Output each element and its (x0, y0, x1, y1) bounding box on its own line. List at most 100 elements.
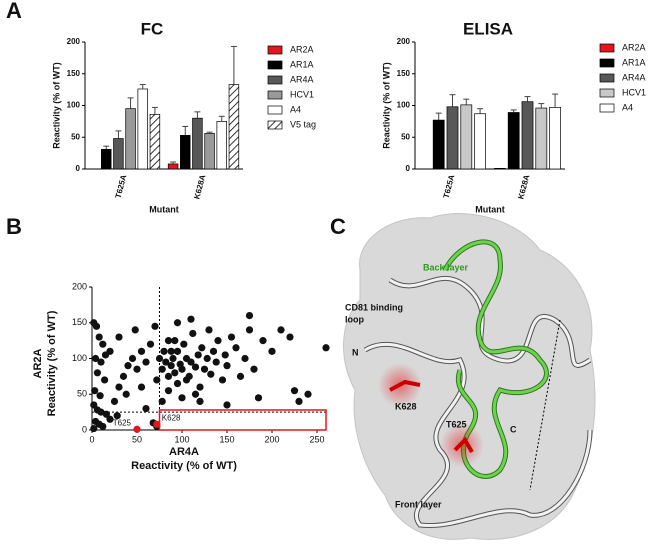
legend-swatch (267, 75, 283, 85)
point (106, 415, 114, 423)
x-tick-label: 250 (309, 434, 324, 444)
point (160, 347, 168, 355)
point (182, 376, 191, 384)
point (99, 422, 107, 431)
x-tick-label: K628A (192, 174, 207, 201)
structure-label: N (352, 347, 359, 357)
point (205, 326, 213, 334)
bar (432, 119, 445, 170)
point (207, 370, 215, 378)
bar (180, 134, 191, 170)
highlight-point (133, 425, 141, 433)
point (277, 326, 285, 334)
point (209, 347, 218, 355)
structure-illustration (343, 213, 596, 540)
point (223, 401, 231, 409)
bar (494, 168, 506, 170)
point (173, 347, 182, 355)
point (124, 362, 132, 370)
legend-label: AR4A (622, 72, 646, 82)
point (90, 424, 98, 433)
chart-title: FC (141, 19, 164, 38)
point (169, 354, 177, 363)
point (119, 372, 128, 380)
bar (216, 121, 227, 170)
point (155, 354, 164, 363)
point (178, 365, 186, 373)
point (151, 322, 159, 330)
legend-swatch (267, 105, 283, 115)
point (173, 379, 182, 388)
legend-swatch (599, 58, 615, 68)
structure-label: Back layer (423, 262, 469, 272)
point (254, 394, 263, 402)
point (180, 340, 188, 348)
x-tick-label: 200 (264, 434, 279, 444)
dotted-connector (529, 319, 561, 491)
point (196, 397, 204, 405)
point (137, 347, 146, 355)
bar (228, 84, 240, 170)
point (191, 390, 200, 398)
point (196, 383, 204, 391)
point (99, 340, 107, 348)
bar (192, 117, 203, 170)
legend-swatch (267, 120, 283, 130)
point (96, 392, 104, 400)
point (167, 347, 175, 355)
point (295, 397, 303, 405)
y-axis-label: Reactivity (% of WT) (51, 62, 61, 149)
point (198, 344, 206, 352)
point (131, 326, 139, 334)
point (91, 387, 99, 395)
legend-swatch (267, 90, 283, 100)
legend-label: V5 tag (290, 119, 316, 129)
point (214, 337, 222, 345)
point (146, 340, 155, 348)
point (178, 394, 186, 402)
point (304, 390, 312, 398)
bar (101, 148, 112, 170)
x-tick-label: 150 (219, 434, 234, 444)
point (245, 312, 254, 320)
bar (474, 113, 486, 170)
backbone (389, 277, 591, 367)
point (128, 354, 137, 363)
bar (507, 112, 520, 170)
y-tick-label: 0 (76, 164, 81, 173)
point (153, 376, 161, 384)
y-axis-label: AR2A (32, 348, 44, 378)
y-tick-label: 50 (71, 132, 80, 141)
structure-label: loop (345, 314, 364, 324)
point (162, 358, 170, 366)
x-axis-label: Mutant (475, 204, 505, 214)
point (122, 390, 130, 398)
point (97, 408, 105, 416)
point (200, 365, 209, 373)
point (90, 401, 98, 409)
point (218, 376, 227, 384)
bar (521, 101, 534, 170)
y-axis-label: Reactivity (% of WT) (381, 62, 391, 149)
legend-label: AR2A (290, 44, 314, 54)
y-tick-label: 200 (67, 37, 81, 46)
legend-label: HCV1 (622, 87, 646, 97)
legend-label: A4 (622, 102, 633, 112)
bar (113, 138, 124, 170)
point (113, 412, 121, 420)
point (194, 351, 202, 359)
backbone (364, 342, 592, 528)
y-tick-label: 0 (82, 424, 87, 434)
point (142, 404, 150, 413)
panel-label: B (6, 214, 22, 239)
bar (137, 88, 148, 170)
y-tick-label: 0 (406, 164, 411, 173)
legend-swatch (267, 60, 283, 70)
legend-swatch (599, 43, 615, 53)
point (187, 315, 195, 323)
y-tick-label: 100 (397, 101, 411, 110)
point (158, 397, 166, 405)
panel-label: A (6, 0, 22, 23)
highlight-label: K628 (162, 413, 181, 422)
